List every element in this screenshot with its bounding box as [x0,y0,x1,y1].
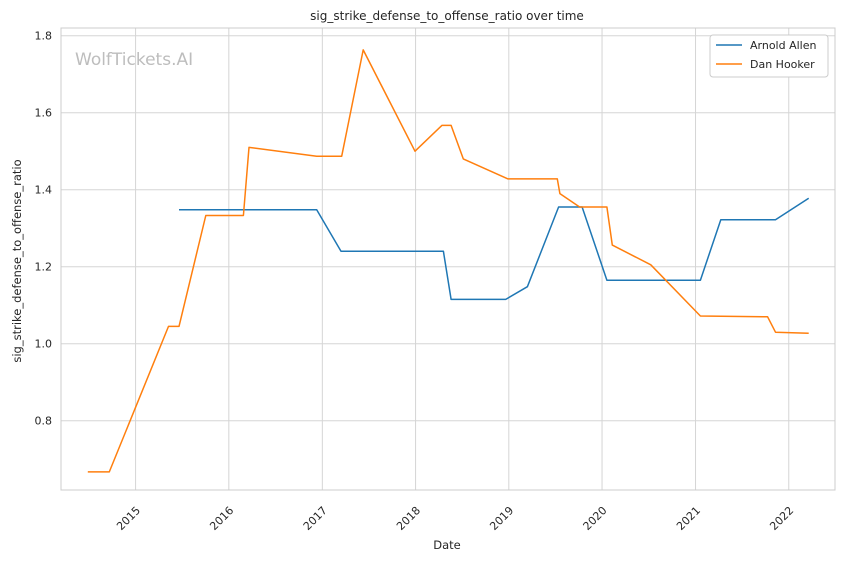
y-tick-label: 1.0 [35,338,53,351]
grid [61,28,835,490]
y-tick-labels: 0.8 1.0 1.2 1.4 1.6 1.8 [35,30,53,428]
x-axis-label: Date [433,538,461,552]
y-tick-label: 1.4 [35,184,53,197]
legend-label-dan-hooker: Dan Hooker [750,58,815,71]
y-tick-label: 1.8 [35,30,53,43]
chart-title: sig_strike_defense_to_offense_ratio over… [310,9,584,23]
y-tick-label: 0.8 [35,415,53,428]
series-line-dan-hooker [87,49,809,473]
series-line-arnold-allen [179,197,810,301]
y-axis-label: sig_strike_defense_to_offense_ratio [10,159,24,362]
watermark-text: WolfTickets.AI [75,50,193,70]
legend: Arnold Allen Dan Hooker [709,34,829,78]
plot-frame [60,27,836,491]
series-lines [87,49,810,473]
legend-label-arnold-allen: Arnold Allen [750,39,816,52]
y-tick-label: 1.6 [35,107,53,120]
y-tick-label: 1.2 [35,261,53,274]
